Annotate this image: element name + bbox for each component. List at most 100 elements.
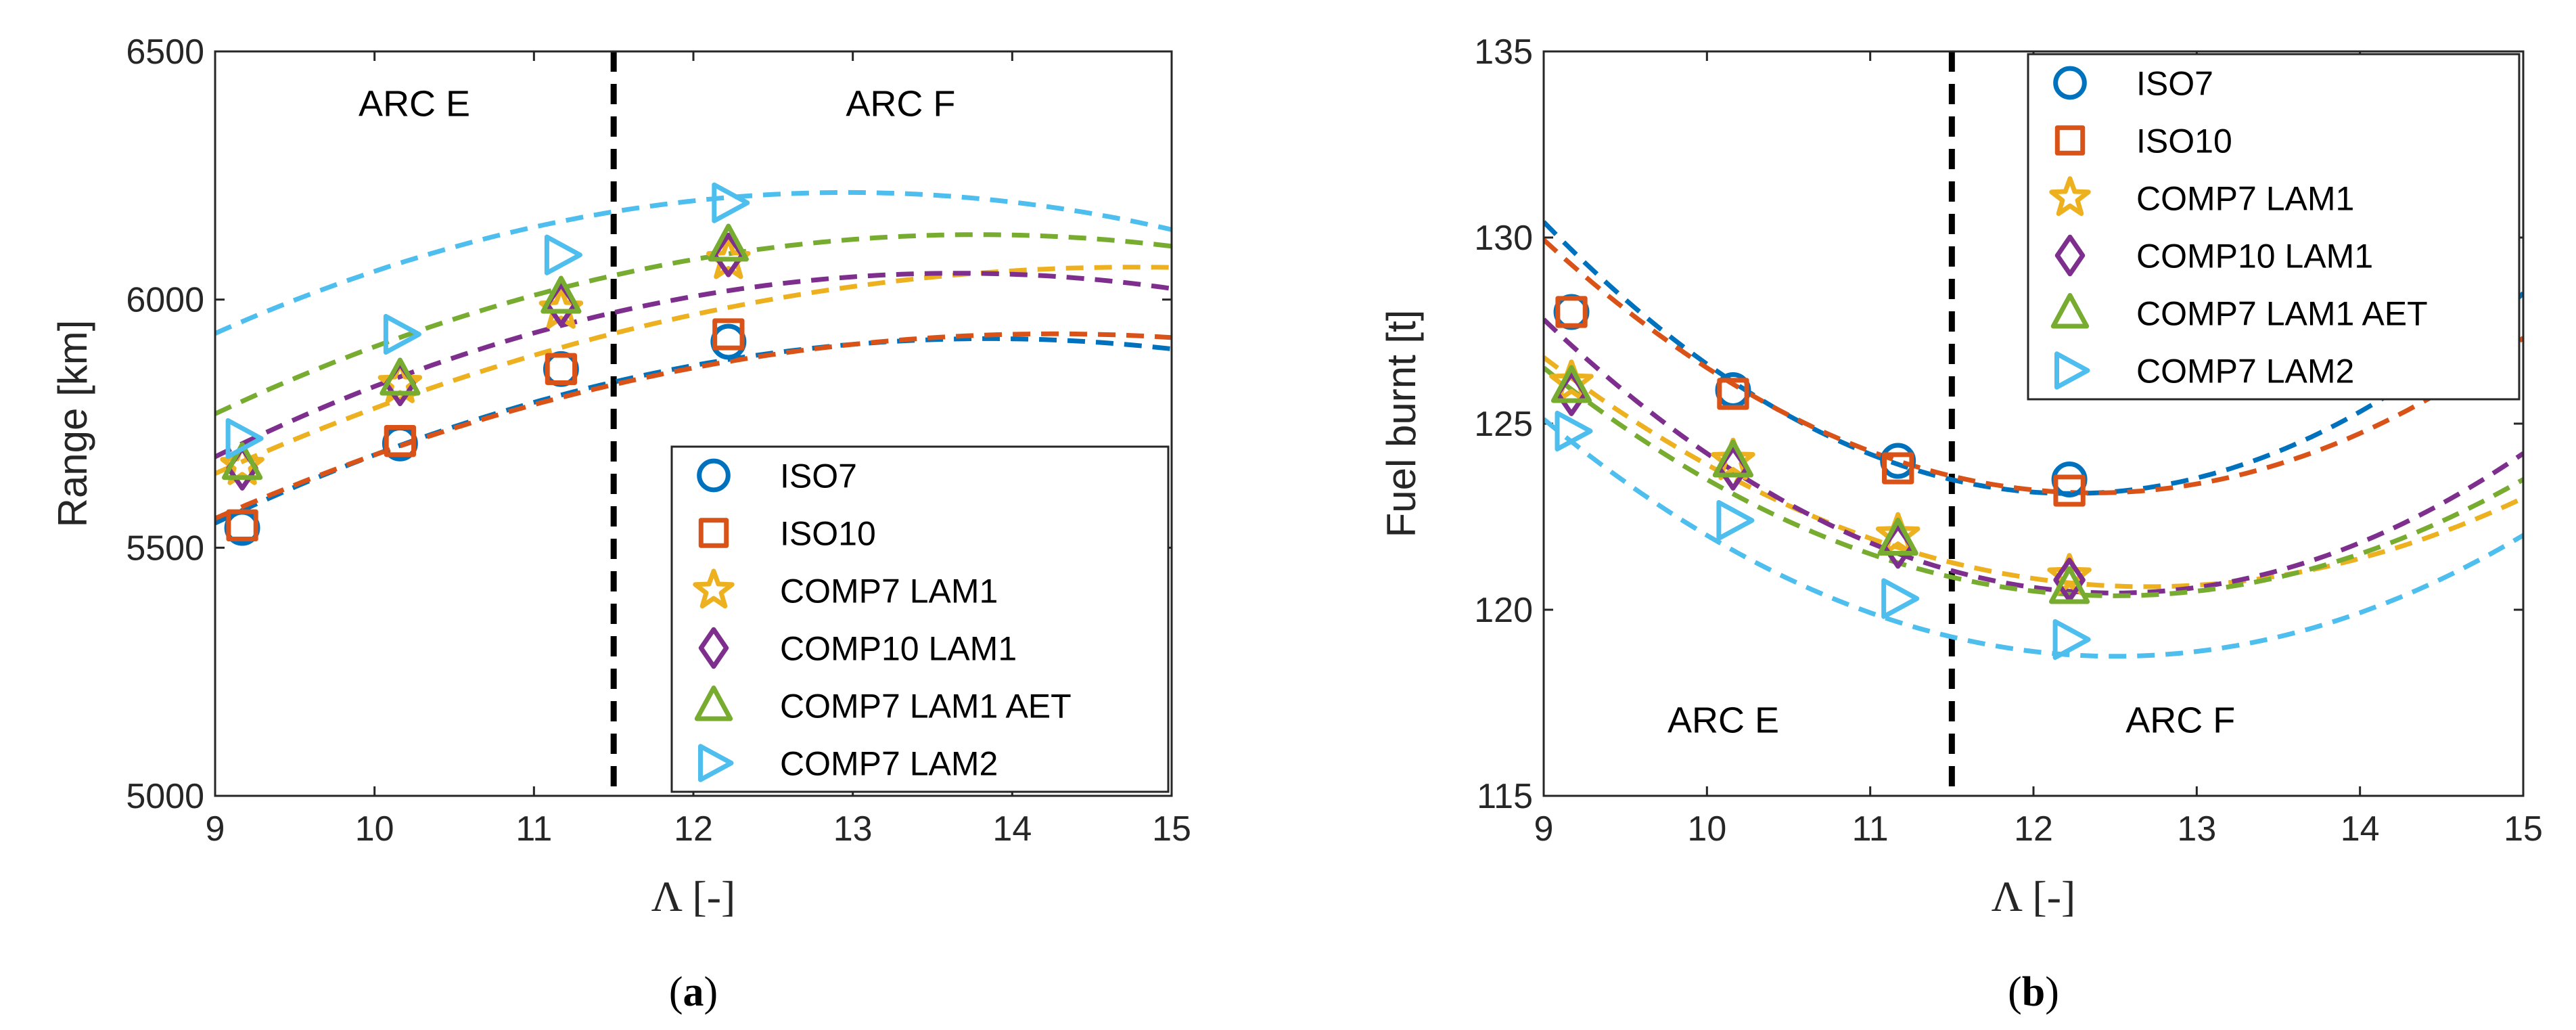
legend-box <box>2027 53 2521 401</box>
x-tick-label: 15 <box>1152 809 1191 849</box>
data-point <box>1550 365 1592 403</box>
legend-box <box>670 445 1170 793</box>
legend-marker <box>2050 293 2090 329</box>
fit-curve-comp10-lam1 <box>1544 317 2523 596</box>
region-label: ARC F <box>846 83 955 124</box>
legend-label: ISO7 <box>780 457 857 495</box>
data-point <box>545 353 578 385</box>
panel-letter: a <box>683 969 704 1015</box>
legend-label: ISO7 <box>2136 65 2213 103</box>
legend: ISO7 ISO10 COMP7 LAM1 COMP10 LAM1 COMP7 LAM1… <box>670 445 1170 793</box>
data-point <box>1555 410 1593 452</box>
data-point <box>1711 437 1755 480</box>
x-tick-label: 10 <box>355 809 394 849</box>
data-point <box>2053 474 2086 507</box>
legend-marker <box>2053 66 2087 100</box>
y-tick-label: 6500 <box>126 32 204 72</box>
data-point <box>1555 296 1588 328</box>
region-label: ARC F <box>2125 700 2235 741</box>
data-point <box>225 418 264 460</box>
data-point <box>1717 378 1749 410</box>
data-point <box>1716 499 1755 541</box>
legend: ISO7 ISO10 COMP7 LAM1 COMP10 LAM1 COMP7 LAM1… <box>2027 53 2521 401</box>
panel-letter: b <box>2022 969 2045 1015</box>
legend-marker <box>694 686 733 721</box>
data-point <box>2049 566 2090 604</box>
fit-curve-comp7-lam2 <box>1544 417 2523 659</box>
legend-marker <box>693 568 735 609</box>
legend-marker <box>2049 176 2091 217</box>
axes-box <box>214 50 1173 797</box>
data-point <box>1881 578 1920 619</box>
fit-curve-iso7 <box>1544 220 2523 496</box>
data-point <box>708 223 749 262</box>
data-point <box>1882 452 1914 485</box>
fit-curve-iso10 <box>1544 238 2523 495</box>
legend-label: COMP10 LAM1 <box>780 630 1017 668</box>
x-tick-label: 9 <box>206 809 225 849</box>
data-point <box>220 443 264 485</box>
data-point <box>380 357 421 396</box>
legend-marker <box>698 518 729 548</box>
y-tick-label: 120 <box>1474 591 1533 630</box>
y-axis-label: Fuel burnt [t] <box>1379 310 1424 538</box>
panel-label: (b) <box>2008 969 2059 1015</box>
data-point <box>383 313 421 355</box>
data-point <box>2052 619 2091 660</box>
y-tick-label: 130 <box>1474 219 1533 258</box>
panel-label: (a) <box>669 969 718 1015</box>
y-tick-label: 6000 <box>126 281 204 320</box>
region-label: ARC E <box>1668 700 1779 741</box>
data-point <box>1875 512 1920 555</box>
legend-label: COMP7 LAM1 AET <box>780 688 1072 725</box>
fit-curve-iso10 <box>215 331 1172 521</box>
x-tick-label: 11 <box>1852 809 1889 849</box>
panel-paren-close: ) <box>2045 969 2059 1015</box>
legend-label: COMP7 LAM2 <box>780 745 998 783</box>
data-point <box>384 425 417 457</box>
legend-label: COMP7 LAM1 <box>2136 180 2354 218</box>
legend-marker <box>2054 234 2086 277</box>
fit-curve-comp7-lam1 <box>215 265 1172 476</box>
data-point <box>1877 518 1918 556</box>
legend-label: COMP10 LAM1 <box>2136 238 2373 275</box>
legend-label: COMP7 LAM1 AET <box>2136 295 2428 333</box>
data-point <box>222 442 263 480</box>
x-tick-label: 15 <box>2504 809 2543 849</box>
fit-curve-comp10-lam1 <box>215 271 1172 460</box>
legend-marker <box>697 458 731 493</box>
y-tick-label: 5000 <box>126 777 204 816</box>
legend-label: COMP7 LAM2 <box>2136 353 2354 390</box>
panel-paren-close: ) <box>704 969 718 1015</box>
fit-curve-comp7-lam2 <box>215 189 1172 336</box>
region-label: ARC E <box>359 83 470 124</box>
legend-label: ISO10 <box>2136 122 2232 160</box>
legend-marker <box>2054 125 2086 156</box>
data-point <box>540 275 582 314</box>
data-point <box>712 182 750 223</box>
legend-label: COMP7 LAM1 <box>780 573 998 610</box>
axes-box <box>1542 50 2525 797</box>
y-axis-label: Range [km] <box>50 320 95 528</box>
x-tick-label: 13 <box>833 809 873 849</box>
data-point <box>226 509 258 541</box>
chart-a: 9 10 11 12 13 14 15 5000 5500 6000 6500 ARC E ARC F I… <box>50 32 1191 1015</box>
data-point <box>2047 553 2092 596</box>
x-tick-label: 12 <box>2014 809 2053 849</box>
fit-curves <box>215 189 1172 526</box>
fit-curves <box>1544 220 2523 659</box>
data-point <box>544 234 582 275</box>
x-tick-label: 13 <box>2177 809 2216 849</box>
chart-b: 9 10 11 12 13 14 15 115 120 125 130 135 ARC E ARC F IS… <box>1379 32 2543 1015</box>
panel-paren-open: ( <box>2008 969 2022 1015</box>
fit-curve-comp7-lam1-aet <box>1544 365 2523 598</box>
legend-label: ISO10 <box>780 515 876 553</box>
data-point <box>712 232 745 277</box>
y-tick-label: 5500 <box>126 529 204 568</box>
legend-marker <box>698 627 729 669</box>
x-axis-label: Λ [-] <box>651 872 736 920</box>
x-tick-label: 9 <box>1534 809 1554 849</box>
x-tick-label: 12 <box>674 809 713 849</box>
x-tick-label: 14 <box>992 809 1032 849</box>
